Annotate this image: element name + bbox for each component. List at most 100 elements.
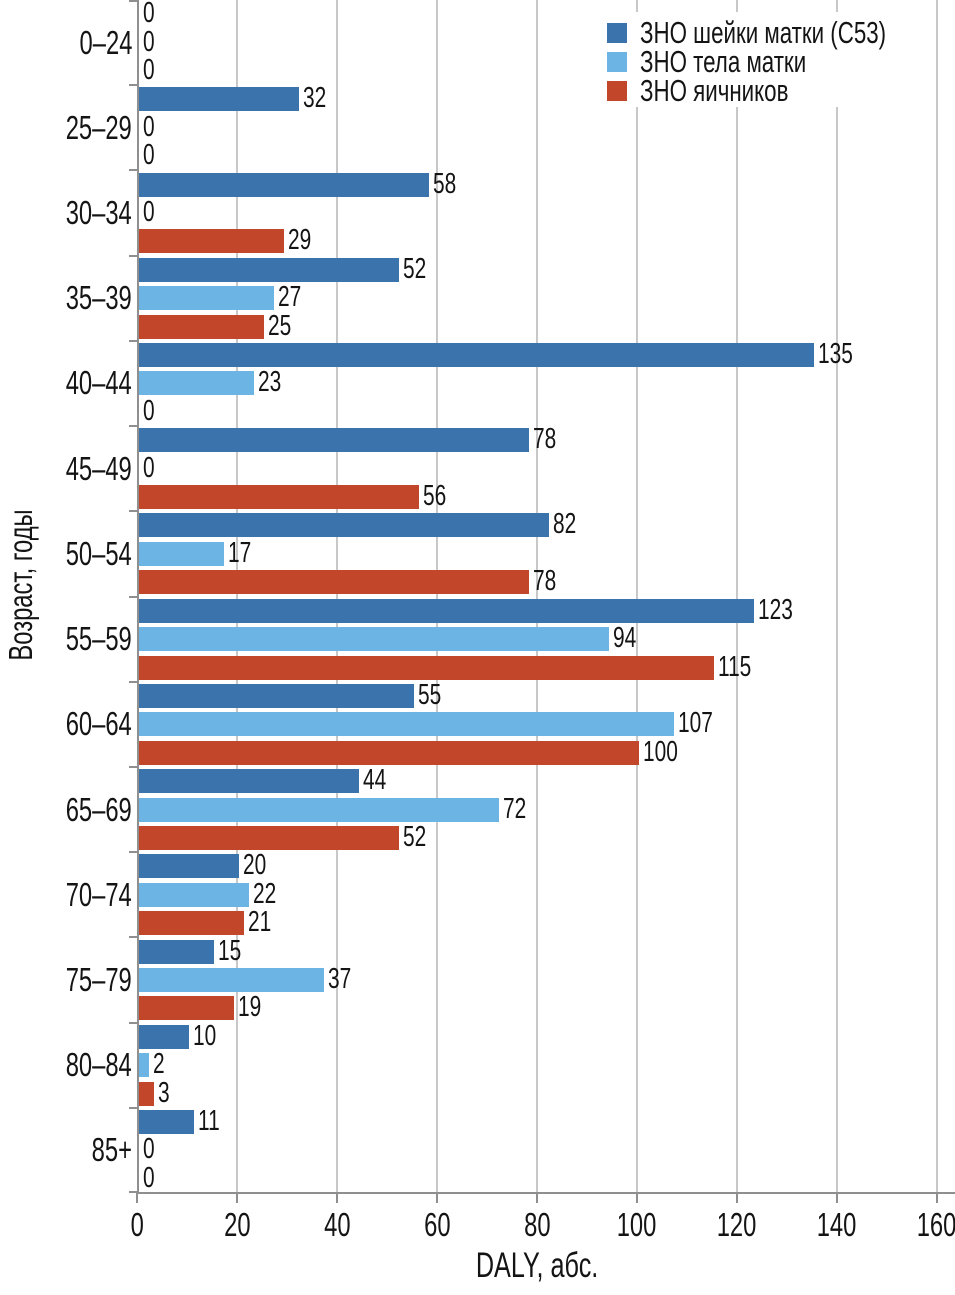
- y-axis-tick: [129, 339, 137, 342]
- x-tick-label-20: 20: [177, 1206, 297, 1244]
- bar: [139, 825, 399, 850]
- gridline-x-140: [836, 0, 838, 1193]
- value-label: 0: [143, 139, 155, 172]
- value-label: 2: [153, 1048, 165, 1081]
- value-label: 94: [613, 622, 637, 655]
- bar: [139, 655, 714, 680]
- legend-label-series-2: ЗНО яичников: [640, 72, 789, 108]
- gridline-x-120: [736, 0, 738, 1193]
- gridline-x-160: [936, 0, 938, 1193]
- bar: [139, 1024, 189, 1049]
- x-tick-label-80: 80: [477, 1206, 597, 1244]
- category-label-text: 55–59: [65, 620, 132, 658]
- value-label: 0: [143, 25, 155, 58]
- value-label: 0: [143, 53, 155, 86]
- x-axis-tick-40: [336, 1194, 338, 1203]
- legend-item-uterus-body: ЗНО тела матки: [607, 44, 910, 79]
- category-label: 40–44: [36, 341, 132, 426]
- category-label-text: 45–49: [65, 449, 132, 487]
- y-axis-title: Возраст, годы: [1, 435, 41, 735]
- y-axis-line: [137, 0, 139, 1193]
- bar: [139, 343, 814, 368]
- value-label: 135: [818, 337, 853, 370]
- category-label-text: 70–74: [65, 875, 132, 913]
- x-tick-label-text: 60: [423, 1206, 451, 1243]
- value-label: 37: [328, 962, 352, 995]
- category-label: 25–29: [36, 85, 132, 170]
- bar: [139, 1109, 194, 1134]
- category-label: 50–54: [36, 511, 132, 596]
- legend-item-ovary: ЗНО яичников: [607, 73, 910, 108]
- category-label: 85+: [36, 1108, 132, 1193]
- x-tick-label-text: 160: [917, 1206, 955, 1243]
- gridline-x-60: [436, 0, 438, 1193]
- y-axis-tick: [129, 254, 137, 257]
- category-label: 30–34: [36, 170, 132, 255]
- x-tick-label-text: 120: [717, 1206, 757, 1243]
- x-tick-label-text: 20: [223, 1206, 251, 1243]
- value-label: 10: [193, 1019, 217, 1052]
- x-tick-label-0: 0: [77, 1206, 197, 1244]
- x-axis-tick-100: [636, 1194, 638, 1203]
- bar: [139, 683, 414, 708]
- value-label: 56: [423, 479, 447, 512]
- bar: [139, 371, 254, 396]
- category-label-text: 40–44: [65, 364, 132, 402]
- x-tick-label-text: 0: [130, 1206, 144, 1243]
- bar: [139, 797, 499, 822]
- y-axis-tick: [129, 851, 137, 854]
- category-label: 60–64: [36, 682, 132, 767]
- category-label: 55–59: [36, 597, 132, 682]
- value-label: 27: [278, 281, 302, 314]
- value-label: 0: [143, 451, 155, 484]
- value-label: 25: [268, 309, 292, 342]
- x-tick-label-100: 100: [577, 1206, 697, 1244]
- y-axis-title-text: Возраст, годы: [2, 509, 40, 661]
- value-label: 17: [228, 536, 252, 569]
- bar: [139, 1081, 154, 1106]
- y-axis-tick: [129, 425, 137, 428]
- bar: [139, 172, 429, 197]
- value-label: 78: [533, 423, 557, 456]
- category-label-text: 0–24: [79, 23, 132, 61]
- category-label-text: 85+: [91, 1131, 132, 1169]
- category-label: 35–39: [36, 256, 132, 341]
- value-label: 3: [158, 1076, 170, 1109]
- bar: [139, 257, 399, 282]
- value-label: 55: [418, 678, 442, 711]
- value-label: 123: [758, 593, 793, 626]
- bar: [139, 769, 359, 794]
- legend-label-series-1: ЗНО тела матки: [640, 43, 807, 79]
- value-label: 52: [403, 820, 427, 853]
- x-axis-line: [136, 1192, 955, 1194]
- x-tick-label-160: 160: [877, 1206, 955, 1244]
- y-axis-tick: [129, 169, 137, 172]
- y-axis-tick: [129, 510, 137, 513]
- x-tick-label-120: 120: [677, 1206, 797, 1244]
- category-label-text: 75–79: [65, 960, 132, 998]
- x-tick-label-140: 140: [777, 1206, 897, 1244]
- value-label: 0: [143, 394, 155, 427]
- x-axis-title: DALY, абс.: [337, 1246, 737, 1286]
- y-axis-tick: [129, 680, 137, 683]
- x-axis-title-text: DALY, абс.: [475, 1246, 599, 1285]
- y-axis-tick: [129, 1191, 137, 1193]
- x-axis-tick-80: [536, 1194, 538, 1203]
- value-label: 78: [533, 565, 557, 598]
- bar: [139, 712, 674, 737]
- bar: [139, 911, 244, 936]
- x-tick-label-text: 140: [817, 1206, 857, 1243]
- y-axis-tick: [129, 1106, 137, 1109]
- bar: [139, 939, 214, 964]
- value-label: 115: [718, 650, 752, 683]
- x-tick-label-text: 40: [323, 1206, 351, 1243]
- value-label: 0: [143, 1161, 155, 1194]
- category-label: 75–79: [36, 937, 132, 1022]
- x-axis-tick-20: [236, 1194, 238, 1203]
- value-label: 0: [143, 0, 155, 30]
- value-label: 20: [243, 849, 267, 882]
- bar: [139, 967, 324, 992]
- plot-area: 0 32 58 52 135 78 82 123 55 44 20 15 10 11 0 0 0 27 23 0 17 9…: [137, 0, 938, 1194]
- value-label: 82: [553, 508, 577, 541]
